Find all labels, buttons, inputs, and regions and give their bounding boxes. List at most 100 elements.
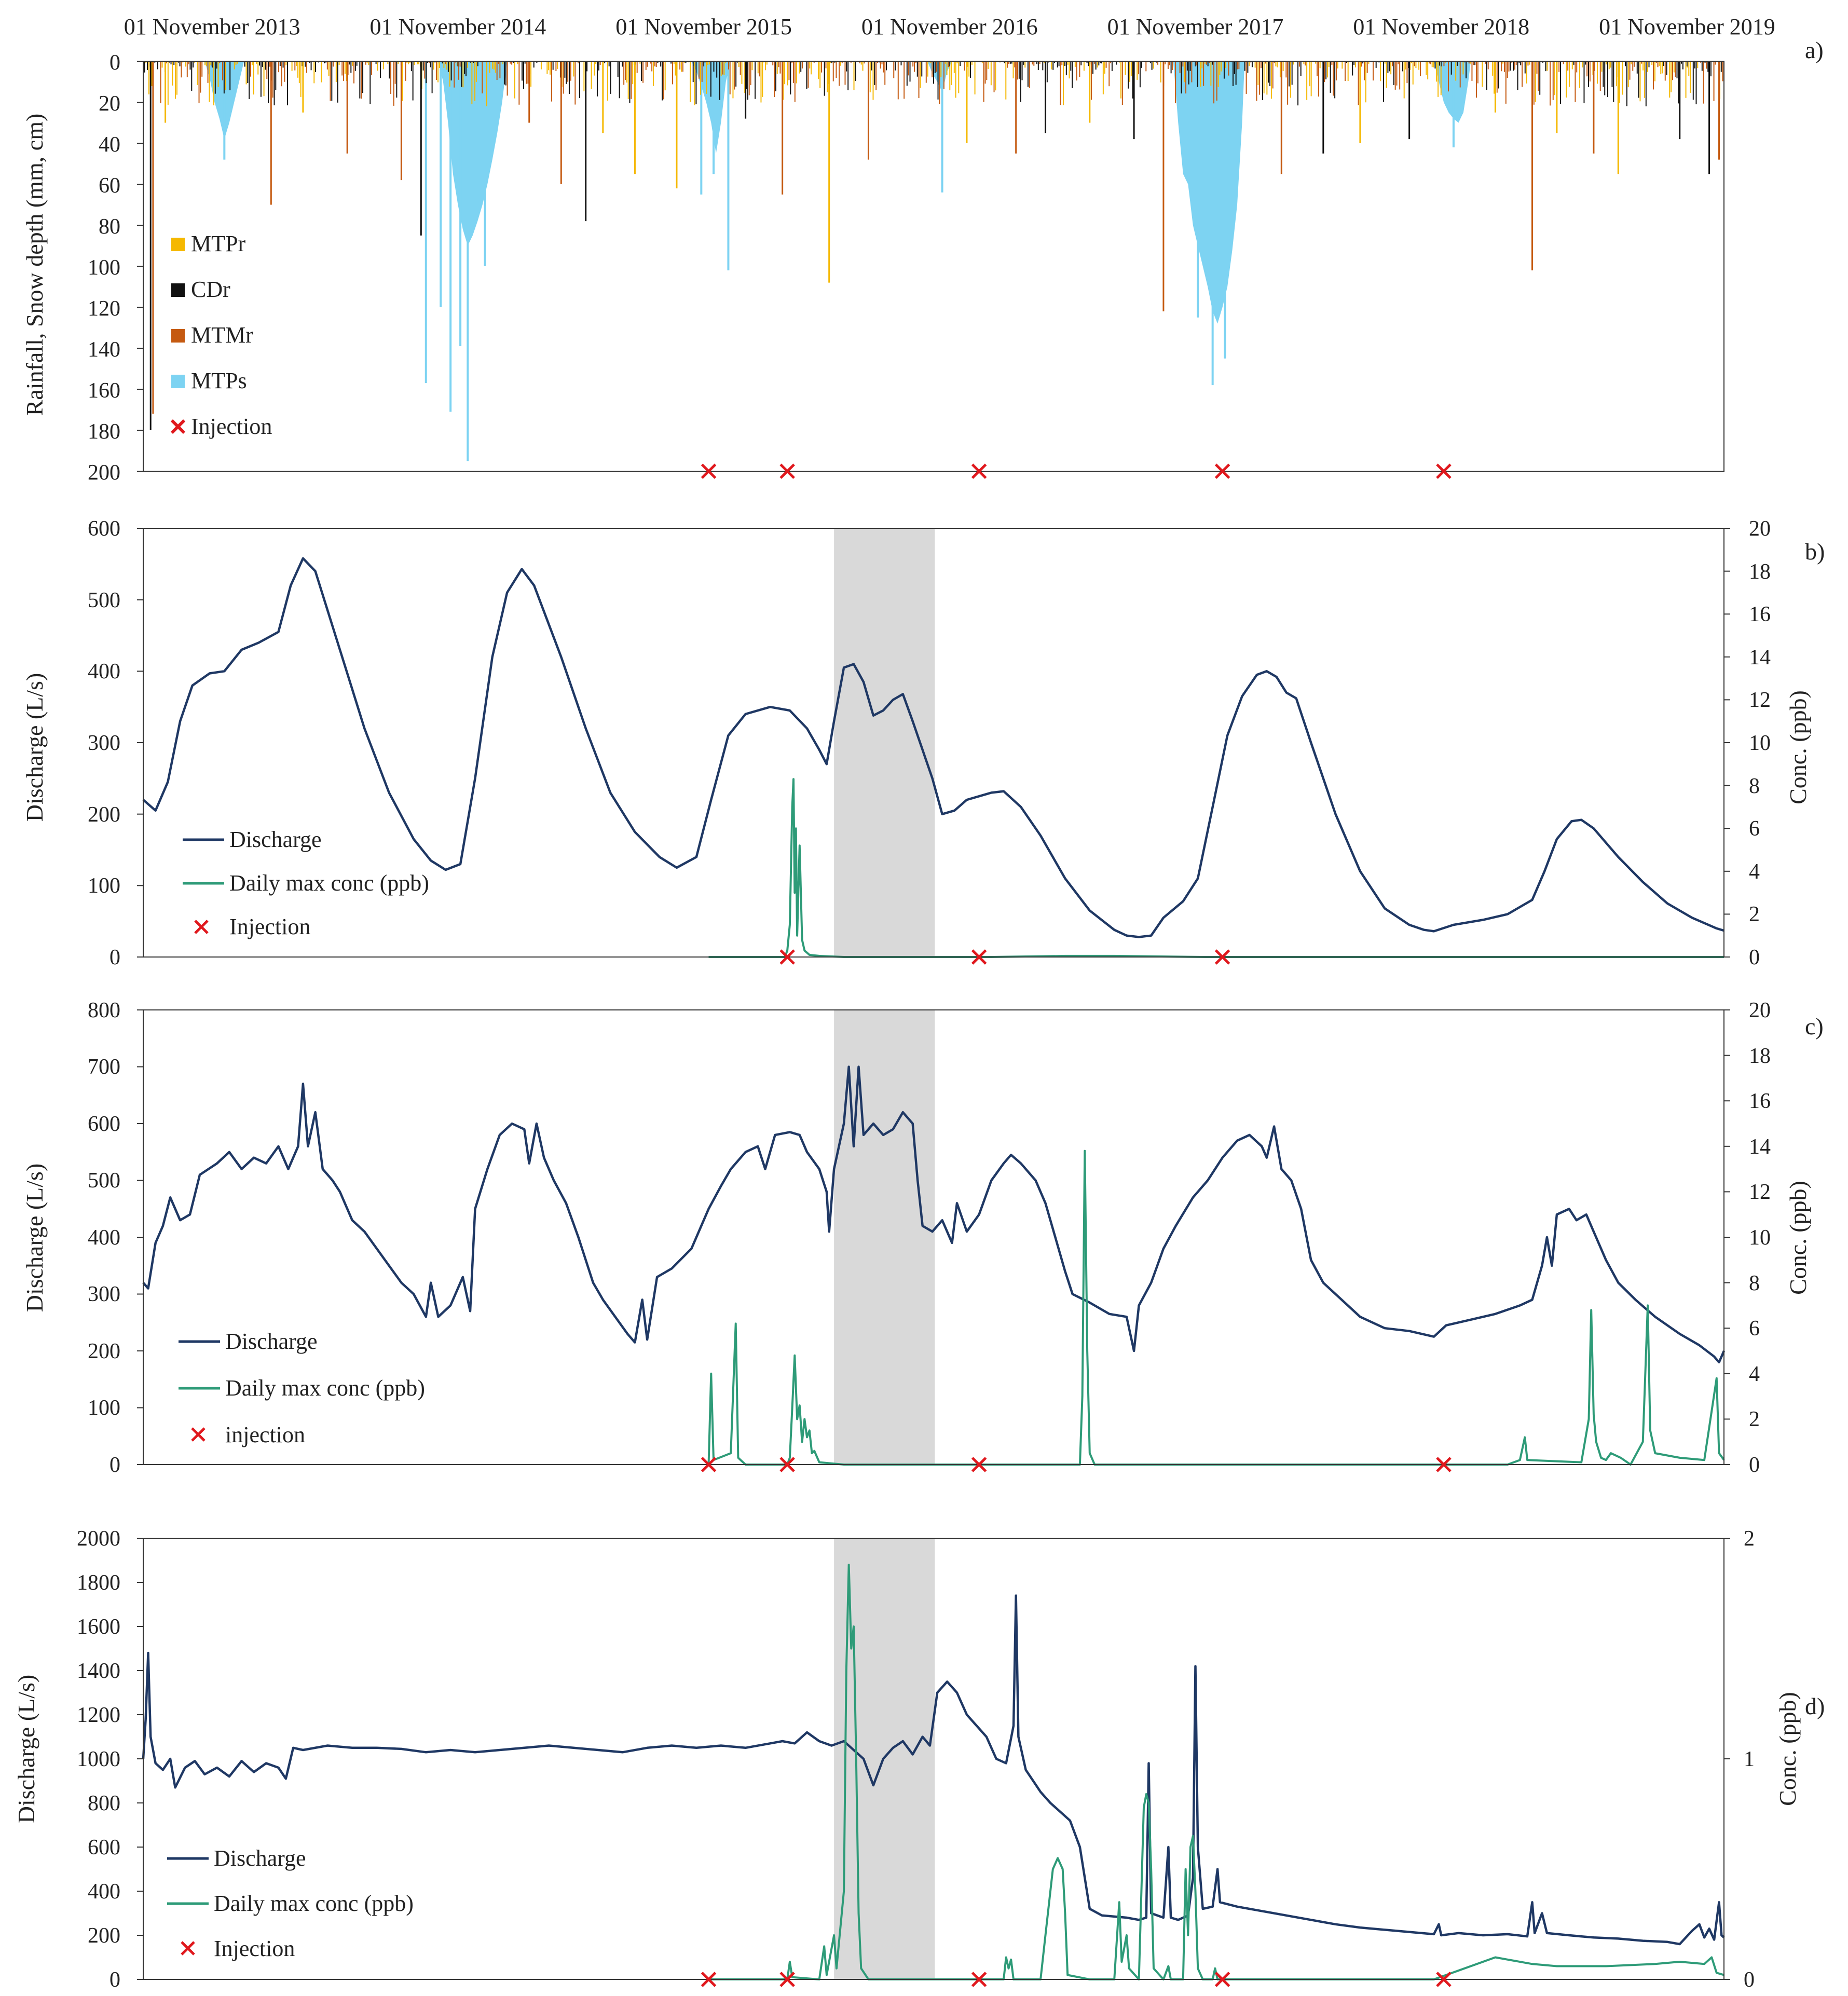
discharge-series-line (142, 1065, 1726, 1364)
legend-label: Discharge (214, 1845, 306, 1871)
y-tick-label: 200 (88, 1339, 120, 1363)
injection-marker (701, 1972, 717, 1987)
legend-label: MTPr (191, 231, 245, 256)
legend-label: Injection (214, 1936, 295, 1961)
legend-swatch-mtps (171, 375, 185, 388)
y-axis-title: Discharge (L/s) (13, 1675, 39, 1824)
y-tick-label: 700 (88, 1055, 120, 1079)
y2-tick-label: 16 (1749, 603, 1771, 626)
y-tick-label: 500 (88, 1169, 120, 1193)
panel-c: c) Discharge (L/s) Conc. (ppb) 0 100 200… (21, 999, 1824, 1477)
date-tick-label: 01 November 2019 (1599, 14, 1775, 39)
injection-marker (1436, 1972, 1452, 1987)
y2-tick-label: 10 (1749, 731, 1771, 755)
y2-tick-labels: 0 2 4 6 8 10 12 14 16 18 20 (1749, 517, 1771, 969)
y2-tick-label: 0 (1744, 1968, 1755, 1992)
legend-injection-cross-icon (191, 1427, 206, 1442)
panel-label: c) (1805, 1013, 1824, 1040)
y-tick-label: 200 (88, 1924, 120, 1948)
panel-b: b) Discharge (L/s) Conc. (ppb) 0 100 200… (21, 517, 1825, 969)
y-tick-label: 180 (88, 420, 120, 444)
injection-marker (779, 1972, 795, 1987)
y-tick-label: 60 (99, 174, 120, 198)
legend-label: CDr (191, 277, 230, 302)
panel-label: a) (1805, 37, 1824, 63)
y-axis-title: Discharge (L/s) (21, 1164, 48, 1313)
y-tick-label: 1200 (77, 1703, 120, 1727)
y-tick-label: 600 (88, 1112, 120, 1136)
panel-a-plot (137, 61, 1724, 479)
y-tick-label: 500 (88, 589, 120, 612)
date-tick-label: 01 November 2015 (615, 14, 792, 39)
conc-series-line (708, 1564, 1724, 1980)
y2-tick-labels: 0 2 4 6 8 10 12 14 16 18 20 (1749, 999, 1771, 1477)
injection-marker (971, 1457, 987, 1472)
y-tick-label: 1000 (77, 1747, 120, 1771)
y2-tick-label: 8 (1749, 774, 1760, 798)
shaded-period (834, 528, 935, 957)
injection-marker (971, 1972, 987, 1987)
y2-tick-label: 16 (1749, 1089, 1771, 1113)
y-tick-label: 1800 (77, 1571, 120, 1595)
y-tick-label: 800 (88, 1792, 120, 1815)
injection-marker (779, 949, 795, 965)
date-tick-label: 01 November 2018 (1353, 14, 1529, 39)
y-tick-label: 200 (88, 803, 120, 827)
panel-label: d) (1805, 1693, 1825, 1719)
injection-marker (1436, 1457, 1452, 1472)
y-tick-label: 0 (109, 946, 120, 969)
injection-marker (1214, 1972, 1230, 1987)
y2-tick-label: 10 (1749, 1226, 1771, 1250)
y2-tick-label: 2 (1749, 1407, 1760, 1431)
y-tick-label: 100 (88, 874, 120, 898)
panel-d-plot (137, 1538, 1730, 1987)
y-tick-labels: 0 100 200 300 400 500 600 700 800 (88, 999, 120, 1477)
y-tick-labels: 0 100 200 300 400 500 600 (88, 517, 120, 969)
y-tick-label: 0 (109, 51, 120, 75)
y-tick-label: 800 (88, 999, 120, 1022)
y-axis-title: Discharge (L/s) (21, 673, 48, 822)
injection-marker (779, 463, 795, 479)
y-tick-label: 80 (99, 215, 120, 239)
y2-tick-label: 20 (1749, 999, 1771, 1022)
legend-label: MTPs (191, 368, 247, 393)
y-tick-label: 200 (88, 461, 120, 485)
y-tick-label: 600 (88, 517, 120, 541)
y-tick-label: 0 (109, 1968, 120, 1992)
y2-tick-label: 6 (1749, 1317, 1760, 1341)
y-tick-label: 400 (88, 1880, 120, 1904)
legend-label: Daily max conc (ppb) (214, 1891, 414, 1916)
legend-injection-cross-icon (170, 419, 186, 434)
date-tick-label: 01 November 2013 (124, 14, 300, 39)
y-tick-label: 400 (88, 660, 120, 683)
y2-tick-label: 4 (1749, 1362, 1760, 1386)
date-tick-label: 01 November 2017 (1107, 14, 1284, 39)
plot-frame (143, 61, 1724, 472)
legend-label: Injection (191, 414, 272, 439)
legend-swatch-mtmr (171, 329, 185, 343)
y2-tick-label: 14 (1749, 646, 1771, 669)
legend: Discharge Daily max conc (ppb) Injection (183, 827, 429, 939)
injection-marker (971, 463, 987, 479)
legend-label: injection (225, 1422, 305, 1447)
y-tick-label: 100 (88, 256, 120, 280)
y2-axis-title: Conc. (ppb) (1774, 1692, 1801, 1806)
snow-depth-area (204, 61, 1471, 324)
y-tick-label: 300 (88, 731, 120, 755)
date-tick-label: 01 November 2014 (369, 14, 546, 39)
injection-marker (1214, 949, 1230, 965)
y2-axis-title: Conc. (ppb) (1785, 1181, 1811, 1295)
panel-b-plot (137, 528, 1730, 965)
y-tick-label: 140 (88, 338, 120, 362)
y2-tick-label: 6 (1749, 817, 1760, 841)
legend-swatch-cdr (171, 283, 185, 297)
y-tick-label: 2000 (77, 1527, 120, 1551)
legend-injection-cross-icon (194, 920, 209, 934)
y-tick-labels: 0 200 400 600 800 1000 1200 1400 1600 18… (77, 1527, 120, 1992)
y2-axis-title: Conc. (ppb) (1785, 690, 1811, 804)
y2-tick-label: 2 (1749, 903, 1760, 926)
legend-swatch-mtpr (171, 238, 185, 251)
panel-label: b) (1805, 538, 1825, 565)
y-tick-label: 0 (109, 1453, 120, 1477)
